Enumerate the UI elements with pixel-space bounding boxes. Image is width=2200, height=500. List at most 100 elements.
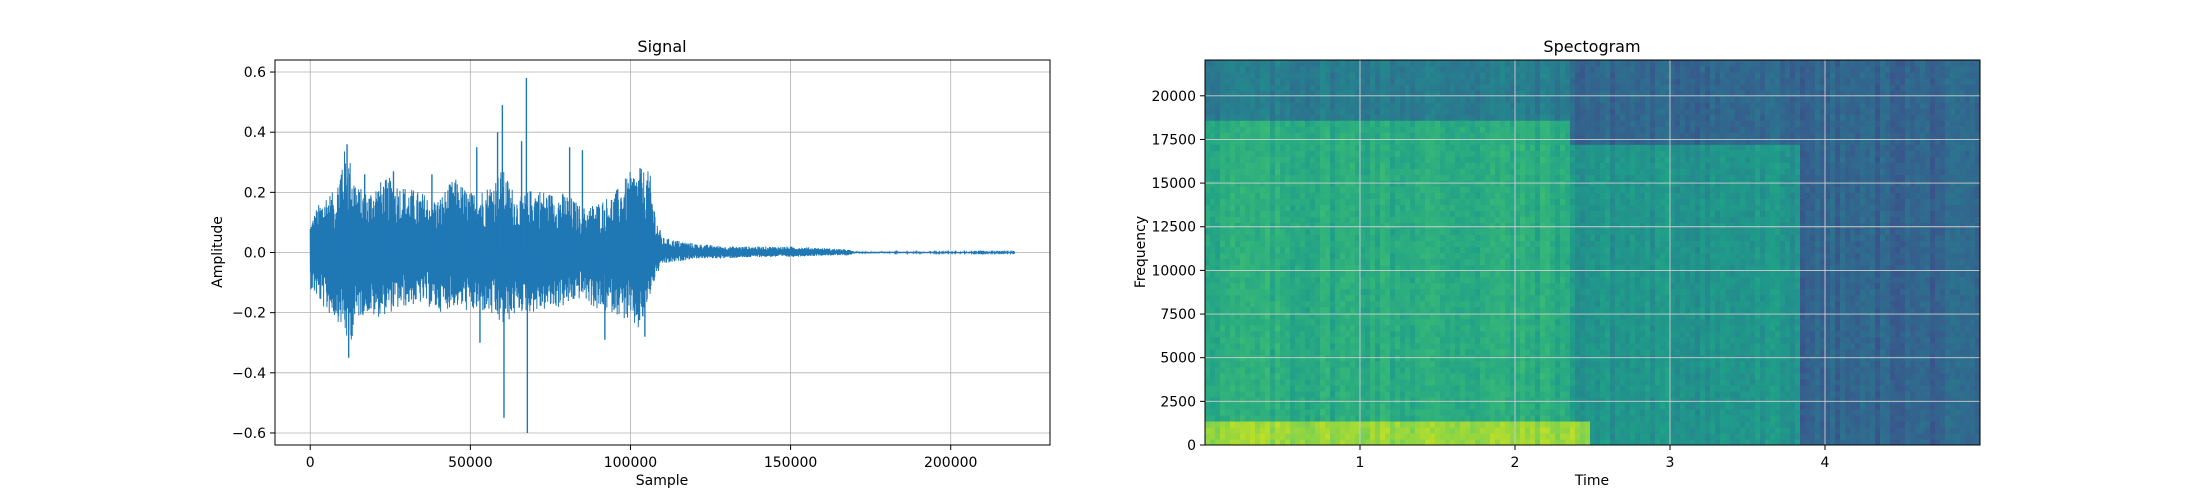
spectrogram-cell <box>1550 60 1556 67</box>
spectrogram-cell <box>1370 372 1376 380</box>
spectrogram-cell <box>1485 198 1491 205</box>
spectrogram-cell <box>1355 402 1361 410</box>
spectrogram-cell <box>1425 198 1431 205</box>
spectrogram-cell <box>1585 432 1591 440</box>
spectrogram-cell <box>1500 162 1506 169</box>
spectrogram-cell <box>1485 288 1491 296</box>
spectrogram-cell <box>1570 390 1576 398</box>
spectrogram-cell <box>1435 390 1441 398</box>
spectrogram-cell <box>1455 72 1461 79</box>
spectrogram-cell <box>1305 324 1311 332</box>
spectrogram-cell <box>1345 162 1351 169</box>
spectrogram-cell <box>1415 312 1421 320</box>
spectrogram-cell <box>1490 312 1496 320</box>
spectrogram-cell <box>1310 300 1316 308</box>
spectrogram-cell <box>1480 96 1486 103</box>
spectrogram-cell <box>1585 120 1591 127</box>
spectrogram-cell <box>1525 432 1531 440</box>
spectrogram-cell <box>1350 132 1356 139</box>
spectrogram-cell <box>1375 312 1381 320</box>
spectrogram-cell <box>1250 168 1256 175</box>
spectrogram-cell <box>1445 222 1451 230</box>
spectrogram-cell <box>1340 276 1346 284</box>
spectrogram-cell <box>1575 402 1581 410</box>
spectrogram-cell <box>1275 396 1281 404</box>
spectrogram-cell <box>1500 234 1506 242</box>
spectrogram-cell <box>1495 384 1501 392</box>
spectrogram-cell <box>1235 258 1241 266</box>
spectrogram-cell <box>1280 150 1286 157</box>
spectrogram-cell <box>1210 366 1216 374</box>
spectrogram-cell <box>1495 252 1501 260</box>
spectrogram-cell <box>1525 324 1531 332</box>
spectrogram-cell <box>1475 282 1481 290</box>
spectrogram-cell <box>1230 210 1236 218</box>
spectrogram-cell <box>1420 246 1426 254</box>
spectrogram-cell <box>1460 210 1466 218</box>
spectrogram-cell <box>1415 90 1421 97</box>
spectrogram-cell <box>1575 198 1581 205</box>
spectrogram-cell <box>1575 114 1581 121</box>
spectrogram-cell <box>1570 258 1576 266</box>
spectrogram-cell <box>1390 390 1396 398</box>
spectrogram-cell <box>1310 360 1316 368</box>
spectrogram-cell <box>1535 96 1541 103</box>
spectrogram-cell <box>1520 330 1526 338</box>
spectrogram-cell <box>1455 84 1461 91</box>
spectrogram-cell <box>1530 342 1536 350</box>
spectrogram-cell <box>1535 264 1541 272</box>
spectrogram-cell <box>1555 384 1561 392</box>
spectrogram-cell <box>1405 102 1411 109</box>
spectrogram-cell <box>1420 306 1426 314</box>
spectrogram-cell <box>1445 294 1451 302</box>
spectrogram-cell <box>1315 414 1321 422</box>
spectrogram-cell <box>1285 336 1291 344</box>
spectrogram-cell <box>1240 102 1246 109</box>
spectrogram-cell <box>1555 138 1561 145</box>
spectrogram-cell <box>1255 108 1261 115</box>
spectrogram-cell <box>1235 150 1241 157</box>
spectrogram-cell <box>1410 360 1416 368</box>
spectrogram-cell <box>1555 162 1561 169</box>
spectrogram-cell <box>1520 156 1526 163</box>
spectrogram-cell <box>1320 360 1326 368</box>
spectrogram-cell <box>1340 360 1346 368</box>
spectrogram-cell <box>1230 390 1236 398</box>
spectrogram-cell <box>1475 216 1481 224</box>
spectrogram-cell <box>1215 276 1221 284</box>
spectrogram-cell <box>1490 186 1496 193</box>
spectrogram-cell <box>1225 360 1231 368</box>
spectrogram-cell <box>1295 318 1301 326</box>
spectrogram-cell <box>1470 84 1476 91</box>
spectrogram-cell <box>1550 138 1556 145</box>
spectrogram-cell <box>1470 144 1476 151</box>
spectrogram-cell <box>1545 108 1551 115</box>
spectrogram-cell <box>1425 378 1431 386</box>
spectrogram-cell <box>1280 204 1286 211</box>
spectrogram-cell <box>1245 414 1251 422</box>
spectrogram-cell <box>1315 306 1321 314</box>
spectrogram-cell <box>1445 180 1451 187</box>
spectrogram-cell <box>1330 372 1336 380</box>
spectrogram-cell <box>1240 414 1246 422</box>
spectrogram-cell <box>1295 144 1301 151</box>
spectrogram-cell <box>1480 246 1486 254</box>
spectrogram-cell <box>1560 138 1566 145</box>
spectrogram-cell <box>1235 180 1241 187</box>
spectrogram-cell <box>1415 246 1421 254</box>
spectrogram-cell <box>1205 102 1211 109</box>
spectrogram-cell <box>1415 192 1421 199</box>
spectrogram-cell <box>1220 378 1226 386</box>
spectrogram-cell <box>1540 426 1546 434</box>
spectrogram-cell <box>1395 420 1401 428</box>
spectrogram-cell <box>1570 162 1576 169</box>
spectrogram-cell <box>1480 348 1486 356</box>
spectrogram-cell <box>1510 108 1516 115</box>
spectrogram-cell <box>1215 216 1221 224</box>
spectrogram-cell <box>1440 78 1446 85</box>
spectrogram-cell <box>1440 156 1446 163</box>
spectrogram-cell <box>1220 258 1226 266</box>
spectrogram-cell <box>1320 438 1326 445</box>
spectrogram-cell <box>1380 348 1386 356</box>
spectrogram-cell <box>1225 438 1231 445</box>
